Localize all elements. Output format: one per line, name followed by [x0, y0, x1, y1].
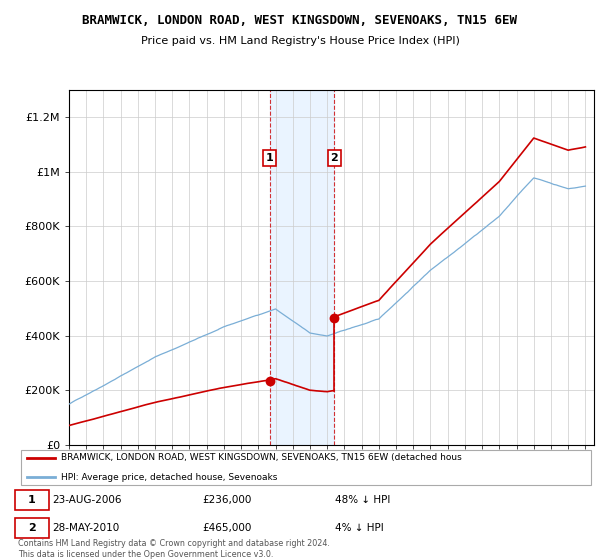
Text: Price paid vs. HM Land Registry's House Price Index (HPI): Price paid vs. HM Land Registry's House … — [140, 36, 460, 46]
Point — [265, 376, 274, 385]
Text: 1: 1 — [28, 495, 35, 505]
FancyBboxPatch shape — [21, 450, 591, 485]
Text: BRAMWICK, LONDON ROAD, WEST KINGSDOWN, SEVENOAKS, TN15 6EW (detached hous: BRAMWICK, LONDON ROAD, WEST KINGSDOWN, S… — [61, 453, 462, 463]
FancyBboxPatch shape — [15, 491, 49, 510]
Text: 48% ↓ HPI: 48% ↓ HPI — [335, 495, 390, 505]
Text: 4% ↓ HPI: 4% ↓ HPI — [335, 523, 383, 533]
Text: HPI: Average price, detached house, Sevenoaks: HPI: Average price, detached house, Seve… — [61, 473, 278, 482]
Text: 1: 1 — [266, 153, 274, 163]
Text: BRAMWICK, LONDON ROAD, WEST KINGSDOWN, SEVENOAKS, TN15 6EW: BRAMWICK, LONDON ROAD, WEST KINGSDOWN, S… — [83, 14, 517, 27]
Text: Contains HM Land Registry data © Crown copyright and database right 2024.
This d: Contains HM Land Registry data © Crown c… — [18, 539, 330, 559]
FancyBboxPatch shape — [15, 518, 49, 538]
Text: 2: 2 — [28, 523, 35, 533]
Point — [329, 314, 339, 323]
Text: 28-MAY-2010: 28-MAY-2010 — [53, 523, 120, 533]
Text: 23-AUG-2006: 23-AUG-2006 — [53, 495, 122, 505]
Text: £236,000: £236,000 — [202, 495, 251, 505]
Text: 2: 2 — [331, 153, 338, 163]
Bar — [269, 90, 334, 445]
Text: £465,000: £465,000 — [202, 523, 251, 533]
